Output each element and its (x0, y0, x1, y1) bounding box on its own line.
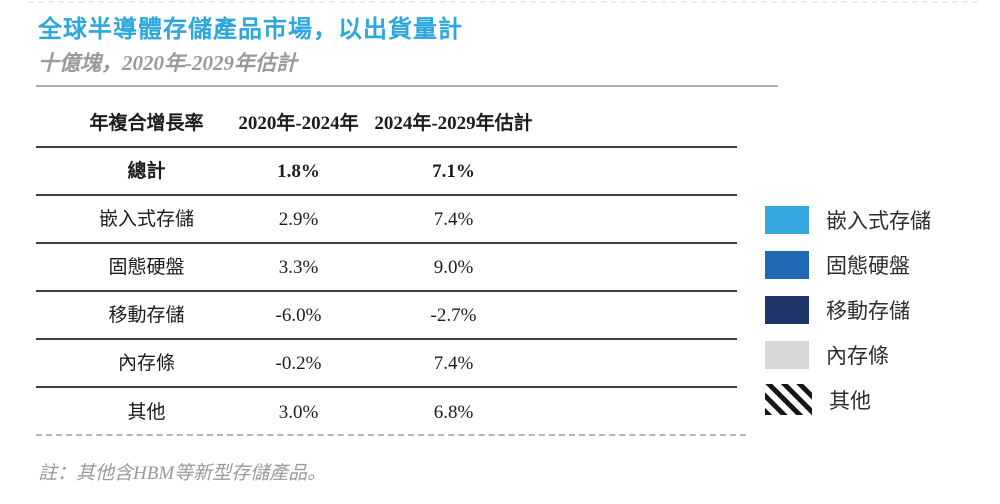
row-label: 其他 (127, 401, 166, 423)
table-row-memory-module: 內存條 -0.2% 7.4% (36, 340, 737, 388)
legend-swatch-blue (765, 250, 809, 279)
subtitle-rule (36, 85, 778, 87)
row-value-2020-2024: 1.8% (277, 160, 320, 182)
legend-label: 固態硬盤 (826, 253, 910, 278)
row-label: 固態硬盤 (108, 256, 185, 278)
legend-item-others: 其他 (765, 384, 931, 415)
legend-item-memory-module: 內存條 (765, 340, 931, 369)
legend-item-mobile-storage: 移動存儲 (765, 295, 931, 324)
row-value-2024-2029: 7.1% (432, 160, 475, 182)
legend-item-embedded-storage: 嵌入式存儲 (765, 205, 931, 234)
table-row-embedded-storage: 嵌入式存儲 2.9% 7.4% (36, 196, 737, 244)
row-value-2020-2024: 3.0% (278, 401, 319, 423)
legend-swatch-light-blue (765, 205, 809, 234)
row-value-2024-2029: -2.7% (430, 304, 477, 326)
table-row-others: 其他 3.0% 6.8% (36, 388, 737, 436)
chart-legend: 嵌入式存儲 固態硬盤 移動存儲 內存條 其他 (765, 205, 931, 415)
row-label: 移動存儲 (108, 304, 185, 326)
row-value-2020-2024: -0.2% (275, 352, 322, 374)
legend-swatch-diagonal-stripes (765, 384, 812, 415)
row-value-2024-2029: 6.8% (433, 401, 474, 423)
column-header-2020-2024: 2020年-2024年 (238, 112, 359, 134)
legend-swatch-gray (765, 340, 809, 369)
footnote: 註：其他含HBM等新型存儲產品。 (38, 463, 327, 484)
row-value-2024-2029: 7.4% (433, 208, 474, 230)
row-label: 內存條 (117, 352, 175, 374)
top-dashed-divider (28, 1, 978, 3)
row-value-2020-2024: 2.9% (278, 208, 319, 230)
legend-item-ssd: 固態硬盤 (765, 250, 931, 279)
cagr-table: 年複合增長率 2020年-2024年 2024年-2029年估計 總計 1.8%… (36, 100, 737, 436)
table-row-mobile-storage: 移動存儲 -6.0% -2.7% (36, 292, 737, 340)
row-value-2020-2024: -6.0% (275, 304, 322, 326)
figure-title: 全球半導體存儲產品市場，以出貨量計 (38, 16, 463, 43)
row-value-2020-2024: 3.3% (278, 256, 319, 278)
row-label: 總計 (127, 160, 166, 182)
legend-label: 嵌入式存儲 (826, 208, 931, 233)
table-row-ssd: 固態硬盤 3.3% 9.0% (36, 244, 737, 292)
legend-swatch-navy (765, 295, 809, 324)
table-row-total: 總計 1.8% 7.1% (36, 148, 737, 196)
column-header-cagr: 年複合增長率 (89, 112, 204, 134)
legend-label: 內存條 (826, 343, 889, 368)
column-header-2024-2029: 2024年-2029年估計 (374, 112, 533, 134)
table-bottom-dashed-rule (36, 434, 746, 436)
row-value-2024-2029: 9.0% (433, 256, 474, 278)
legend-label: 其他 (829, 388, 871, 413)
table-header-row: 年複合增長率 2020年-2024年 2024年-2029年估計 (36, 100, 737, 148)
legend-label: 移動存儲 (826, 298, 910, 323)
figure-subtitle: 十億塊，2020年-2029年估計 (38, 51, 297, 75)
row-value-2024-2029: 7.4% (433, 352, 474, 374)
row-label: 嵌入式存儲 (98, 208, 194, 230)
